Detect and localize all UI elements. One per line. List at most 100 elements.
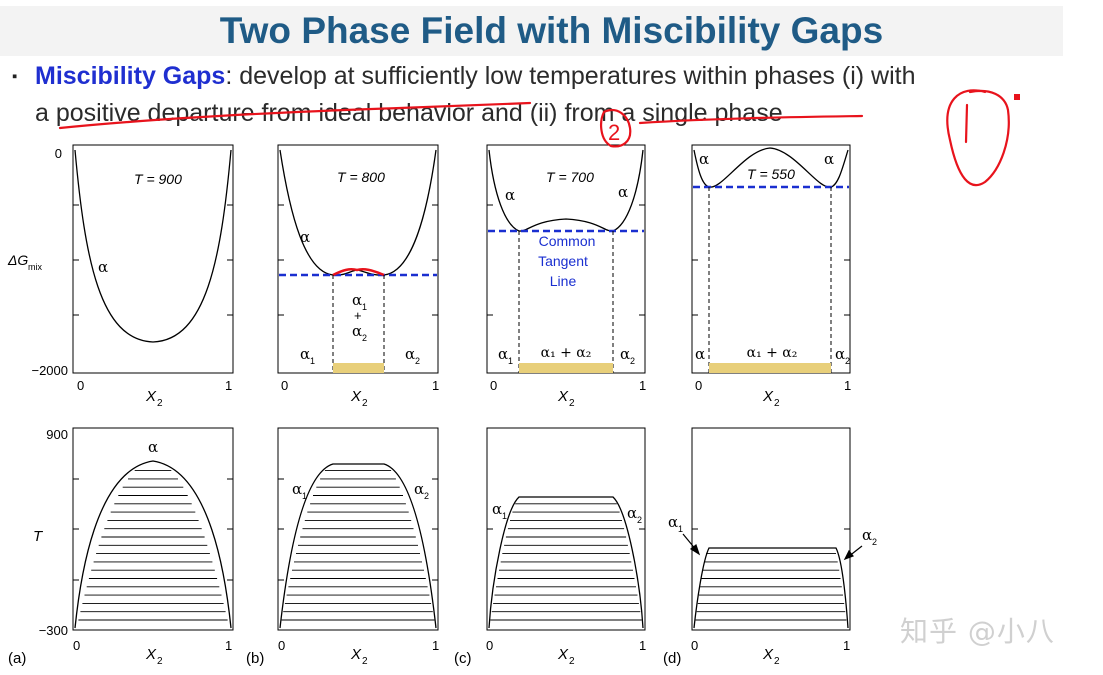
bottom-b-x-tick-1: 1 <box>432 638 439 653</box>
bottom-b-alpha1-sub: 1 <box>302 491 307 501</box>
panel-b-right-alpha2-sub: 2 <box>415 356 420 366</box>
top-a-x-tick-0: 0 <box>77 378 84 393</box>
bottom-d-alpha1: α <box>668 513 678 531</box>
panel-d-dome <box>693 547 849 629</box>
bottom-d-alpha1-sub: 1 <box>678 524 683 534</box>
bottom-b-alpha1: α <box>292 480 302 498</box>
panel-d-arrows <box>682 533 863 561</box>
delta-g-label: ΔG <box>7 252 28 268</box>
panel-d-alpha2-sub: 2 <box>845 356 850 366</box>
panel-label-d: (d) <box>663 650 681 667</box>
panel-b-alpha2-sub: 2 <box>362 333 367 343</box>
bottom-c-alpha1: α <box>492 500 502 518</box>
bullet-line-1: ▪ Miscibility Gaps: develop at sufficient… <box>12 58 1082 95</box>
panel-b-plus: + <box>354 308 362 323</box>
bottom-c-x-tick-0: 0 <box>486 638 493 653</box>
panel-c-dome <box>488 496 644 629</box>
free-energy-frames <box>72 144 851 631</box>
bottom-b-alpha2-sub: 2 <box>424 491 429 501</box>
bottom-y-label: T <box>33 528 44 545</box>
panel-c-free-energy-curve <box>488 149 644 232</box>
panel-d-alpha-right: α <box>824 150 834 168</box>
top-b-x-sub: 2 <box>362 398 368 409</box>
panel-d-alpha1: α <box>695 345 705 363</box>
panel-b-dome <box>279 463 437 629</box>
bottom-a-alpha: α <box>148 438 158 456</box>
slide-title: Two Phase Field with Miscibility Gaps <box>0 6 1063 56</box>
top-d-x-sub: 2 <box>774 398 780 409</box>
bottom-b-x-tick-0: 0 <box>278 638 285 653</box>
panel-c-alpha2-sub: 2 <box>630 356 635 366</box>
bottom-b-alpha2: α <box>414 480 424 498</box>
delta-g-subscript: mix <box>28 262 42 272</box>
bottom-c-x-label: X <box>557 646 569 663</box>
bottom-d-x-label: X <box>762 646 774 663</box>
panel-b-alpha1-sub: 1 <box>362 302 367 312</box>
panel-label-c: (c) <box>454 650 472 667</box>
top-a-x-label: X <box>145 388 157 405</box>
panel-c-alpha2: α <box>620 345 630 363</box>
panel-b-left-alpha1-sub: 1 <box>310 356 315 366</box>
panel-a-dome <box>74 460 232 629</box>
panel-d-free-energy-curve <box>693 147 849 188</box>
red-loop-1 <box>946 89 1010 187</box>
bottom-d-x-tick-0: 0 <box>691 638 698 653</box>
panel-b-right-alpha2: α <box>405 345 415 363</box>
bullet-paragraph: ▪ Miscibility Gaps: develop at sufficient… <box>12 58 1082 131</box>
red-dot <box>1014 94 1020 100</box>
bottom-y-tick-bottom: −300 <box>39 623 68 638</box>
panel-c-alpha-right: α <box>618 183 628 201</box>
red-stroke-1 <box>964 103 969 144</box>
panel-b-alpha2: α <box>352 322 362 340</box>
panel-b-left-alpha1: α <box>300 345 310 363</box>
bottom-b-x-sub: 2 <box>362 656 368 667</box>
top-y-tick-min: −2000 <box>31 363 68 378</box>
panel-d-alpha-left: α <box>699 150 709 168</box>
panel-b-alpha1: α <box>352 291 362 309</box>
panel-c-note-line: Line <box>550 273 577 289</box>
watermark: 知乎 @小八 <box>900 615 1055 648</box>
bullet-term: Miscibility Gaps <box>35 62 226 90</box>
top-a-x-tick-1: 1 <box>225 378 232 393</box>
annotation-two: 2 <box>608 120 620 145</box>
panel-d-mix: α₁ + α₂ <box>747 345 798 361</box>
panel-c-note-tangent: Tangent <box>538 253 588 269</box>
red-circle-2 <box>600 109 632 148</box>
bottom-a-x-sub: 2 <box>157 656 163 667</box>
panel-d-bottom-frame <box>691 427 851 631</box>
panel-b-alpha: α <box>300 228 310 246</box>
panel-b-temperature: T = 800 <box>337 169 385 185</box>
bottom-c-alpha2-sub: 2 <box>637 515 642 525</box>
panel-b-two-phase-band <box>333 363 384 373</box>
bottom-a-x-tick-1: 1 <box>225 638 232 653</box>
panel-c-alpha1-sub: 1 <box>508 356 513 366</box>
red-underline-2 <box>638 114 864 125</box>
bottom-c-x-sub: 2 <box>569 656 575 667</box>
panel-d-alpha2: α <box>835 345 845 363</box>
panel-b-red-mark <box>332 267 385 277</box>
bullet-marker: ▪ <box>12 68 18 85</box>
panel-c-two-phase-band <box>519 363 613 373</box>
bottom-d-alpha2: α <box>862 526 872 544</box>
top-c-x-label: X <box>557 388 569 405</box>
top-d-x-tick-1: 1 <box>844 378 851 393</box>
bottom-y-tick-top: 900 <box>46 427 68 442</box>
tick-marks <box>73 204 850 581</box>
bottom-c-x-tick-1: 1 <box>639 638 646 653</box>
panel-label-b: (b) <box>246 650 264 667</box>
bullet-text-1: : develop at sufficiently low temperatur… <box>225 62 916 90</box>
red-annotations <box>58 89 1010 187</box>
top-b-x-tick-1: 1 <box>432 378 439 393</box>
bottom-a-x-label: X <box>145 646 157 663</box>
bottom-b-x-label: X <box>350 646 362 663</box>
top-b-x-label: X <box>350 388 362 405</box>
panel-c-alpha1: α <box>498 345 508 363</box>
top-y-tick-zero: 0 <box>55 146 62 161</box>
bottom-a-x-tick-0: 0 <box>73 638 80 653</box>
bottom-c-alpha2: α <box>627 504 637 522</box>
top-d-x-label: X <box>762 388 774 405</box>
top-b-x-tick-0: 0 <box>281 378 288 393</box>
panel-c-temperature: T = 700 <box>546 169 594 185</box>
panel-label-a: (a) <box>8 650 26 667</box>
